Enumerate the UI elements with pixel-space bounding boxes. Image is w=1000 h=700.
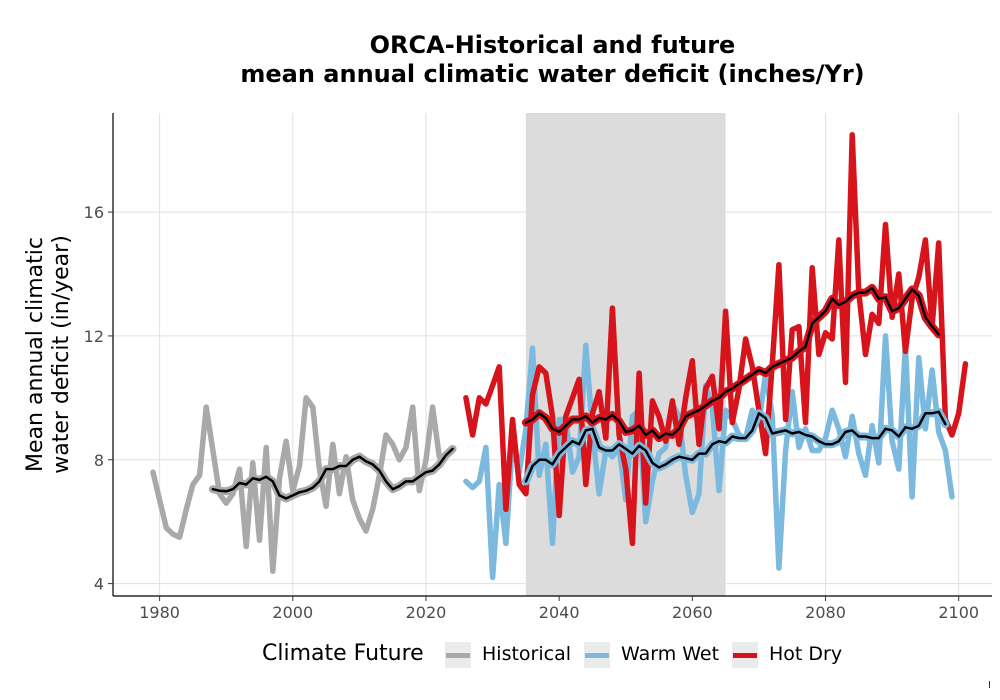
series-lines (150, 131, 969, 581)
x-tick-label: 2040 (539, 603, 580, 622)
y-tick-label: 12 (84, 327, 104, 346)
x-tick-label: 1980 (139, 603, 180, 622)
y-axis-label: Mean annual climatic water deficit (in/ye… (23, 235, 74, 474)
y-axis-label-line-1: Mean annual climatic (23, 237, 48, 472)
chart-title-line-1: ORCA-Historical and future (369, 31, 736, 59)
legend-label-hot-dry: Hot Dry (769, 643, 843, 665)
y-tick-label: 16 (84, 203, 104, 222)
axes: 4 8 12 16 1980 2000 2020 2040 2060 2080 2100 (84, 113, 992, 622)
smooth-line-historical (211, 447, 454, 500)
chart-title-line-2: mean annual climatic water deficit (inch… (240, 60, 865, 88)
y-axis-label-line-2: water deficit (in/year) (49, 235, 74, 474)
legend-label-historical: Historical (482, 643, 571, 665)
smooth-line-warm-wet (524, 410, 947, 483)
y-tick-label: 8 (94, 451, 104, 470)
x-tick-label: 2080 (805, 603, 846, 622)
y-axis-label-group: Mean annual climatic water deficit (in/ye… (23, 235, 74, 474)
x-tick-label: 2000 (272, 603, 313, 622)
legend-key-historical (445, 642, 471, 668)
legend: Climate Future Historical Warm Wet Hot D… (0, 640, 1000, 670)
y-tick-label: 4 (94, 575, 104, 594)
legend-key-warm-wet (584, 642, 610, 668)
series-line-historical (150, 395, 443, 574)
legend-title: Climate Future (262, 641, 424, 666)
smooth-line-hot-dry (524, 286, 940, 440)
corner-mark (989, 681, 990, 688)
legend-label-warm-wet: Warm Wet (621, 643, 720, 665)
x-tick-label: 2020 (406, 603, 447, 622)
legend-key-hot-dry (732, 642, 758, 668)
x-tick-label: 2060 (672, 603, 713, 622)
x-tick-label: 2100 (938, 603, 979, 622)
